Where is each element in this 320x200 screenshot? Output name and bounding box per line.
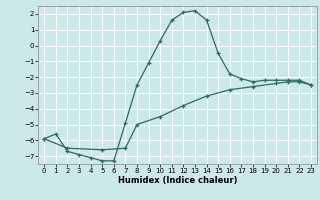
X-axis label: Humidex (Indice chaleur): Humidex (Indice chaleur) (118, 176, 237, 185)
